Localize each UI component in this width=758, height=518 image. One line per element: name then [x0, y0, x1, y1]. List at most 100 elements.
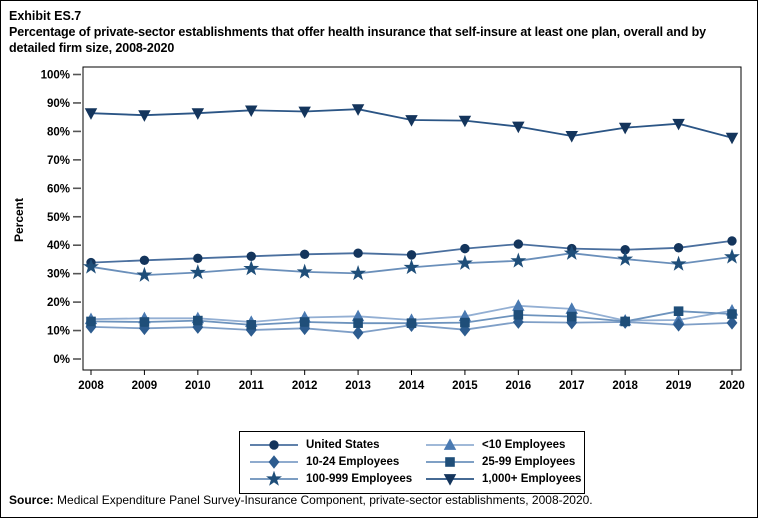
- series-markers: [86, 236, 737, 268]
- data-point-triangle-down: [298, 106, 311, 119]
- x-axis-tick-label: 2020: [719, 380, 745, 392]
- data-point-triangle-down: [84, 108, 98, 121]
- y-axis-title: Percent: [12, 198, 26, 243]
- chart-title: Percentage of private-sector establishme…: [9, 25, 707, 56]
- data-point-square: [620, 316, 630, 327]
- data-point-circle: [513, 239, 524, 250]
- y-axis-tick-label: 60%: [47, 184, 70, 196]
- data-point-star: [350, 265, 367, 281]
- legend-item-100-999-employees: 100-999 Employees: [248, 471, 418, 487]
- y-axis-tick-label: 80%: [47, 127, 70, 139]
- data-point-square: [193, 316, 203, 326]
- data-point-triangle-down: [405, 115, 418, 127]
- data-point-diamond: [268, 455, 280, 470]
- data-point-star: [243, 260, 260, 276]
- legend-label: 100-999 Employees: [306, 473, 413, 486]
- data-point-triangle-down: [512, 121, 525, 134]
- data-point-star: [266, 471, 282, 486]
- data-point-square: [246, 320, 257, 330]
- data-point-star: [510, 252, 527, 268]
- data-point-square: [673, 306, 684, 317]
- x-axis-tick-label: 2008: [78, 380, 104, 392]
- legend-label: 1,000+ Employees: [482, 473, 582, 486]
- data-point-star: [724, 248, 740, 264]
- data-point-diamond: [673, 318, 685, 332]
- legend-marker-star-icon: [250, 471, 298, 486]
- legend-marker-triangle-up-icon: [426, 438, 474, 451]
- legend-item-united-states: United States: [248, 437, 418, 453]
- x-axis-tick-label: 2012: [292, 380, 318, 392]
- data-point-star: [189, 264, 206, 280]
- legend-marker-square-icon: [426, 457, 474, 468]
- data-point-circle: [673, 243, 684, 253]
- legend-item-25-99-employees: 25-99 Employees: [424, 454, 581, 470]
- data-point-star: [296, 263, 313, 279]
- y-axis-tick-label: 10%: [47, 326, 70, 338]
- legend-marker-diamond-icon: [250, 455, 298, 470]
- x-axis-tick-label: 2017: [559, 380, 585, 392]
- data-point-triangle-down: [565, 131, 578, 143]
- data-point-square: [513, 310, 524, 320]
- y-axis-tick-label: 100%: [41, 70, 70, 82]
- data-point-circle: [139, 255, 150, 266]
- data-point-triangle-down: [725, 133, 739, 145]
- y-axis-tick-label: 70%: [47, 155, 70, 167]
- source-label: Source:: [9, 493, 54, 507]
- x-axis-tick-label: 2010: [185, 380, 211, 392]
- data-point-circle: [193, 253, 203, 264]
- data-point-circle: [246, 251, 256, 262]
- series-markers: [84, 104, 739, 145]
- data-point-triangle-down: [138, 110, 151, 123]
- y-axis-tick-label: 90%: [47, 98, 70, 110]
- data-point-circle: [460, 244, 470, 254]
- data-point-star: [83, 258, 99, 274]
- data-point-star: [617, 251, 634, 267]
- legend-marker-circle-icon: [250, 440, 298, 450]
- data-point-square: [353, 318, 363, 329]
- data-point-triangle-down: [351, 104, 365, 117]
- x-axis-tick-label: 2013: [345, 380, 371, 392]
- legend-label: United States: [306, 439, 380, 452]
- y-axis-tick-label: 50%: [47, 212, 70, 224]
- data-point-circle: [299, 249, 310, 260]
- data-point-triangle-down: [443, 474, 457, 486]
- legend-marker-triangle-down-icon: [426, 474, 474, 486]
- data-point-triangle-up: [443, 438, 457, 451]
- series-markers: [86, 306, 737, 330]
- x-axis-tick-label: 2019: [666, 380, 692, 392]
- legend-label: 10-24 Employees: [306, 456, 400, 469]
- line-chart: 0% 10% 20% 30% 40% 50% 60% 70% 80% 90% 100% 2008 200…: [41, 66, 745, 392]
- y-axis-tick-label: 20%: [47, 297, 70, 309]
- legend-item-10-24-employees: 10-24 Employees: [248, 454, 418, 470]
- y-axis-tick-label: 0%: [53, 354, 70, 366]
- data-point-star: [136, 266, 153, 283]
- x-axis-tick-label: 2018: [612, 380, 638, 392]
- y-axis-tick-label: 40%: [47, 240, 70, 252]
- data-point-triangle-down: [191, 108, 205, 121]
- data-point-circle: [269, 440, 279, 450]
- data-point-star: [456, 255, 473, 271]
- legend: United States <10 Employees 10-24 Employ…: [239, 431, 585, 495]
- data-point-star: [403, 259, 420, 275]
- data-point-circle: [406, 250, 417, 260]
- y-axis-tick-label: 30%: [47, 269, 70, 281]
- legend-label: <10 Employees: [482, 439, 566, 452]
- title-block: Exhibit ES.7 Percentage of private-secto…: [1, 1, 757, 56]
- data-point-square: [139, 317, 150, 328]
- x-axis-tick-label: 2015: [452, 380, 478, 392]
- data-point-square: [406, 318, 417, 329]
- x-axis-tick-label: 2009: [132, 380, 158, 392]
- data-point-diamond: [352, 326, 364, 340]
- data-point-diamond: [726, 316, 738, 330]
- exhibit-label: Exhibit ES.7: [9, 9, 82, 23]
- data-point-triangle-down: [458, 115, 472, 128]
- data-point-square: [445, 457, 455, 468]
- chart-area: Percent 0% 10% 20% 30% 40% 50% 60% 70% 80% 90% 100…: [1, 58, 758, 403]
- legend-item-1000plus-employees: 1,000+ Employees: [424, 471, 581, 487]
- data-point-square: [566, 312, 577, 322]
- data-point-square: [299, 317, 310, 328]
- data-point-triangle-down: [618, 123, 632, 135]
- source-note: Source: Medical Expenditure Panel Survey…: [9, 493, 593, 507]
- data-point-square: [86, 316, 96, 327]
